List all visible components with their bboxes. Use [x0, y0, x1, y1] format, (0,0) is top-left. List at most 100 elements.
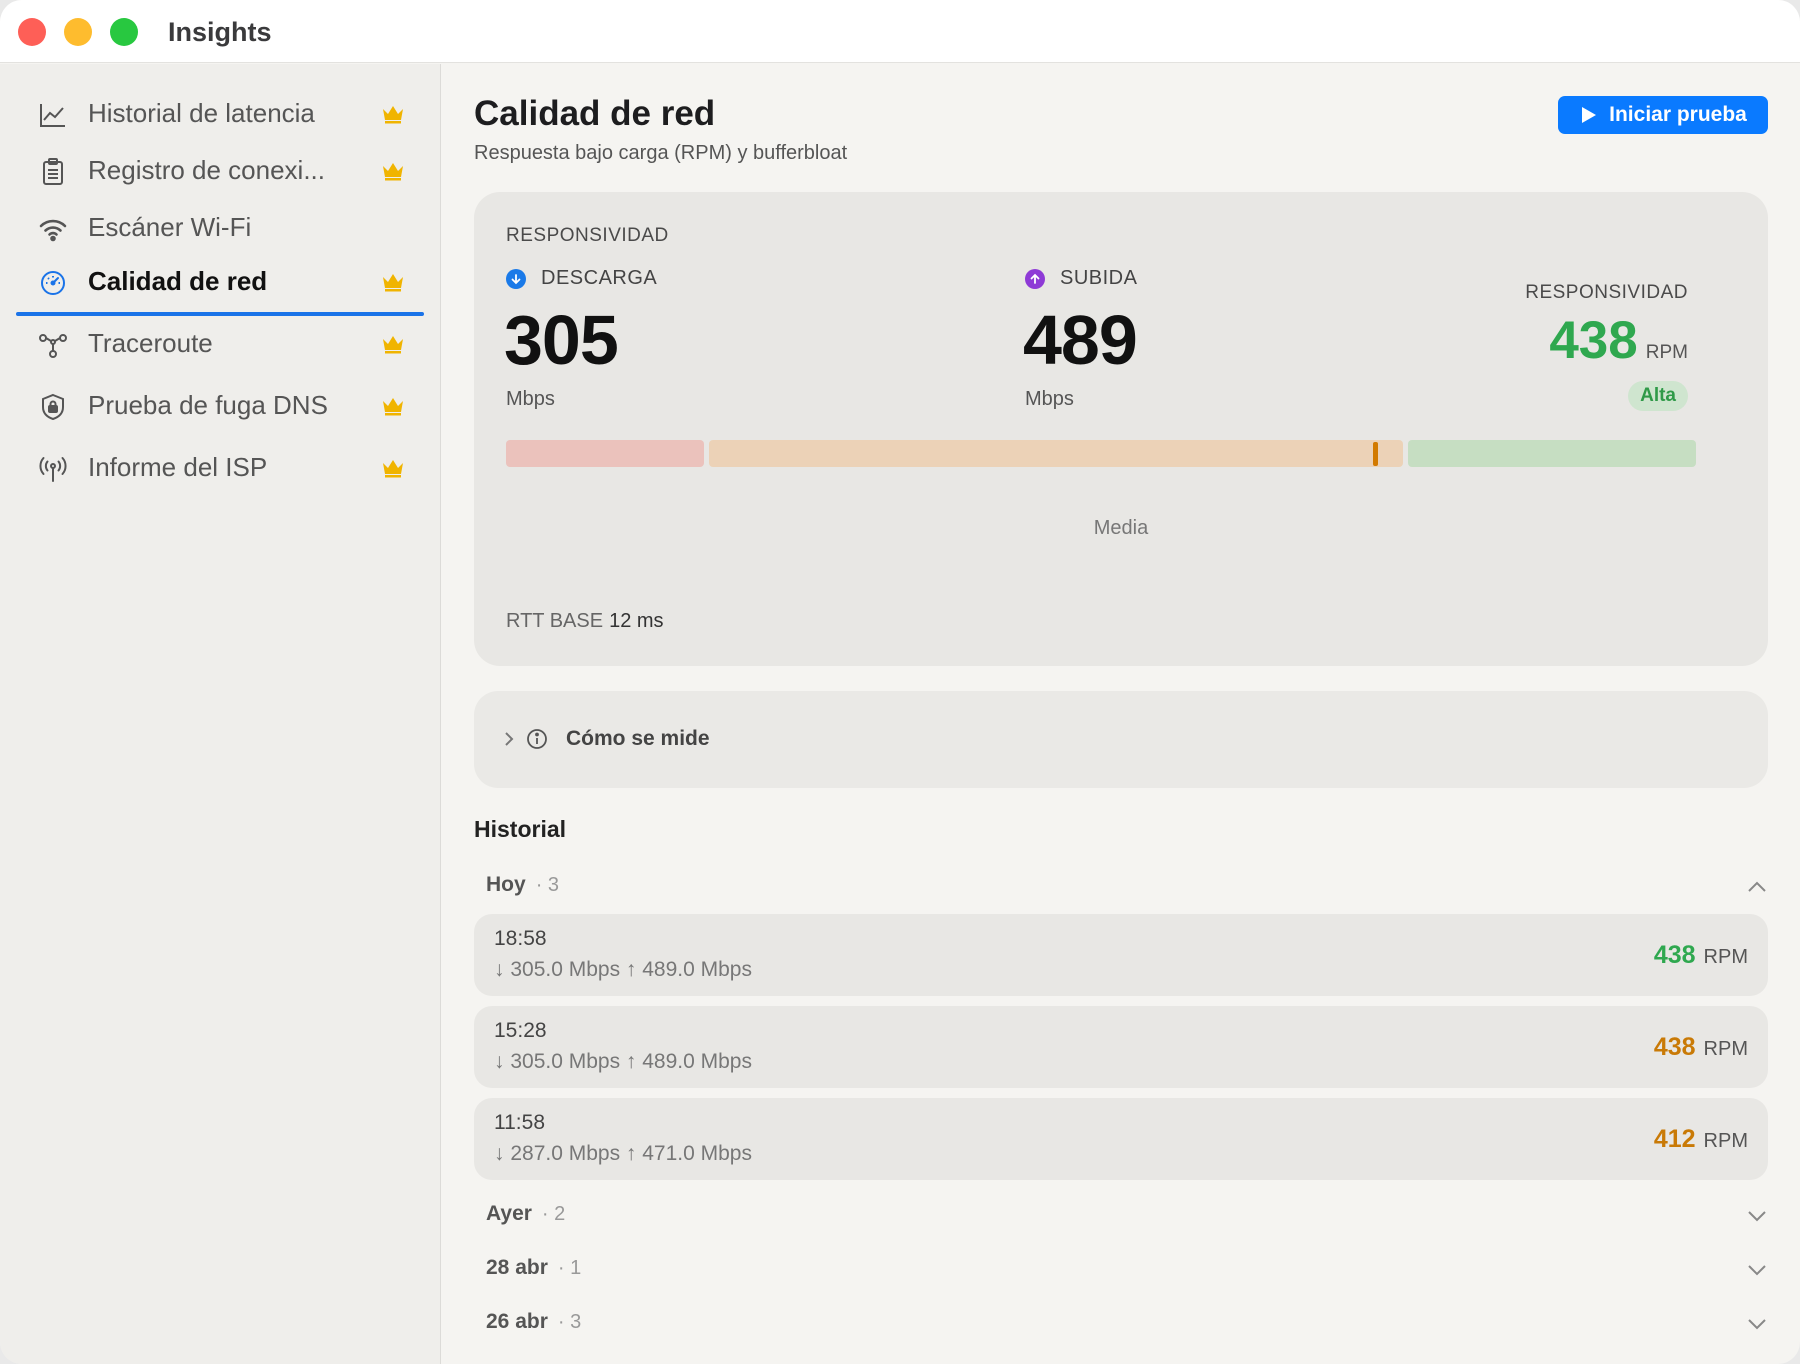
page-subtitle: Respuesta bajo carga (RPM) y bufferbloat	[474, 142, 848, 164]
responsiveness-card: RESPONSIVIDAD DESCARGA 305 Mbps SUBIDA 4…	[474, 192, 1768, 666]
entry-speeds: ↓ 287.0 Mbps ↑ 471.0 Mbps	[494, 1142, 752, 1165]
zoom-window-button[interactable]	[110, 18, 138, 46]
entry-rpm-value: 412	[1653, 1125, 1696, 1153]
entry-time: 11:58	[494, 1111, 545, 1134]
chevron-down-icon	[1748, 1265, 1766, 1276]
entry-rpm: 438 RPM	[1654, 1033, 1748, 1062]
sidebar-item-traceroute[interactable]: Traceroute	[16, 316, 424, 372]
responsiveness-label: RESPONSIVIDAD	[1525, 282, 1688, 303]
sidebar: Historial de latencia Registro de conexi…	[0, 64, 441, 1364]
start-test-label: Iniciar prueba	[1609, 103, 1747, 126]
crown-icon	[381, 396, 405, 416]
sidebar-item-dns-leak-test[interactable]: Prueba de fuga DNS	[16, 378, 424, 434]
group-name: 28 abr	[486, 1256, 548, 1279]
upload-unit: Mbps	[1025, 388, 1074, 410]
start-test-button[interactable]: Iniciar prueba	[1558, 96, 1768, 134]
history-group-28-abr[interactable]: 28 abr · 1	[486, 1256, 1768, 1288]
sidebar-item-connection-log[interactable]: Registro de conexi...	[16, 143, 424, 199]
history-title: Historial	[474, 816, 567, 842]
sidebar-item-wifi-scanner[interactable]: Escáner Wi-Fi	[16, 200, 424, 256]
group-count: · 3	[535, 874, 560, 896]
upload-value: 489	[1023, 301, 1138, 379]
history-group-26-abr[interactable]: 26 abr · 3	[486, 1310, 1768, 1342]
crown-icon	[381, 272, 405, 292]
sidebar-item-label: Escáner Wi-Fi	[88, 212, 252, 242]
info-icon	[527, 729, 547, 749]
crown-icon	[381, 334, 405, 354]
download-value: 305	[504, 301, 619, 379]
page-title: Calidad de red	[474, 94, 716, 133]
entry-rpm-unit: RPM	[1703, 1130, 1748, 1152]
upload-header: SUBIDA	[1025, 267, 1137, 290]
responsiveness-unit: RPM	[1645, 342, 1688, 363]
crown-icon	[381, 458, 405, 478]
gauge-icon	[38, 268, 68, 298]
line-chart-icon	[38, 100, 68, 130]
history-entry[interactable]: 11:58 ↓ 287.0 Mbps ↑ 471.0 Mbps 412 RPM	[474, 1098, 1768, 1180]
route-icon	[38, 330, 68, 360]
sidebar-item-label: Registro de conexi...	[88, 155, 326, 185]
responsiveness-value-group: 438 RPM	[1549, 310, 1688, 371]
clipboard-icon	[38, 157, 68, 187]
group-name: 26 abr	[486, 1310, 548, 1333]
play-icon	[1582, 107, 1597, 123]
crown-icon	[381, 104, 405, 124]
history-entry[interactable]: 15:28 ↓ 305.0 Mbps ↑ 489.0 Mbps 438 RPM	[474, 1006, 1768, 1088]
app-title: Insights	[168, 17, 272, 47]
history-entry[interactable]: 18:58 ↓ 305.0 Mbps ↑ 489.0 Mbps 438 RPM	[474, 914, 1768, 996]
download-label: DESCARGA	[541, 267, 658, 289]
bar-caption: Media	[1093, 517, 1149, 539]
responsiveness-badge: Alta	[1628, 381, 1688, 411]
card-section-label: RESPONSIVIDAD	[506, 225, 669, 246]
download-header: DESCARGA	[506, 267, 657, 290]
chevron-down-icon	[1748, 1211, 1766, 1222]
upload-label: SUBIDA	[1060, 267, 1138, 289]
sidebar-item-label: Calidad de red	[88, 266, 268, 296]
group-count: · 1	[557, 1257, 582, 1279]
history-group-today[interactable]: Hoy · 3	[486, 873, 1768, 905]
entry-time: 18:58	[494, 927, 547, 950]
bar-segment-low	[506, 440, 704, 467]
shield-lock-icon	[38, 392, 68, 422]
entry-speeds: ↓ 305.0 Mbps ↑ 489.0 Mbps	[494, 1050, 752, 1073]
sidebar-item-isp-report[interactable]: Informe del ISP	[16, 440, 424, 496]
sidebar-item-label: Informe del ISP	[88, 452, 268, 482]
main-content: Calidad de red Respuesta bajo carga (RPM…	[442, 64, 1800, 1364]
responsiveness-value: 438	[1549, 311, 1638, 370]
title-bar: Insights	[0, 0, 1800, 63]
entry-rpm-unit: RPM	[1703, 946, 1748, 968]
antenna-icon	[38, 454, 68, 484]
entry-rpm: 412 RPM	[1654, 1125, 1748, 1154]
entry-rpm-value: 438	[1653, 1033, 1696, 1061]
download-arrow-icon	[506, 268, 526, 289]
upload-arrow-icon	[1025, 268, 1045, 289]
entry-rpm: 438 RPM	[1654, 941, 1748, 970]
close-window-button[interactable]	[18, 18, 46, 46]
entry-time: 15:28	[494, 1019, 547, 1042]
rtt-value: 12 ms	[609, 610, 664, 632]
chevron-down-icon	[1748, 1319, 1766, 1330]
how-measured-label: Cómo se mide	[566, 727, 710, 750]
group-name: Ayer	[486, 1202, 532, 1225]
how-measured-disclosure[interactable]: Cómo se mide	[474, 691, 1768, 788]
crown-icon	[381, 161, 405, 181]
group-count: · 3	[557, 1311, 582, 1333]
rtt-base: RTT BASE 12 ms	[506, 610, 664, 633]
chevron-right-icon	[505, 732, 514, 746]
entry-speeds: ↓ 305.0 Mbps ↑ 489.0 Mbps	[494, 958, 752, 981]
sidebar-item-label: Historial de latencia	[88, 98, 315, 128]
history-group-yesterday[interactable]: Ayer · 2	[486, 1202, 1768, 1234]
download-unit: Mbps	[506, 388, 555, 410]
sidebar-item-latency-history[interactable]: Historial de latencia	[16, 86, 424, 142]
group-name: Hoy	[486, 873, 526, 896]
entry-rpm-unit: RPM	[1703, 1038, 1748, 1060]
chevron-up-icon	[1748, 881, 1766, 892]
entry-rpm-value: 438	[1653, 941, 1696, 969]
bar-marker	[1372, 442, 1378, 466]
bar-segment-medium	[709, 440, 1403, 467]
sidebar-item-label: Prueba de fuga DNS	[88, 390, 328, 420]
wifi-icon	[38, 214, 68, 244]
minimize-window-button[interactable]	[64, 18, 92, 46]
sidebar-item-network-quality[interactable]: Calidad de red	[16, 254, 424, 316]
